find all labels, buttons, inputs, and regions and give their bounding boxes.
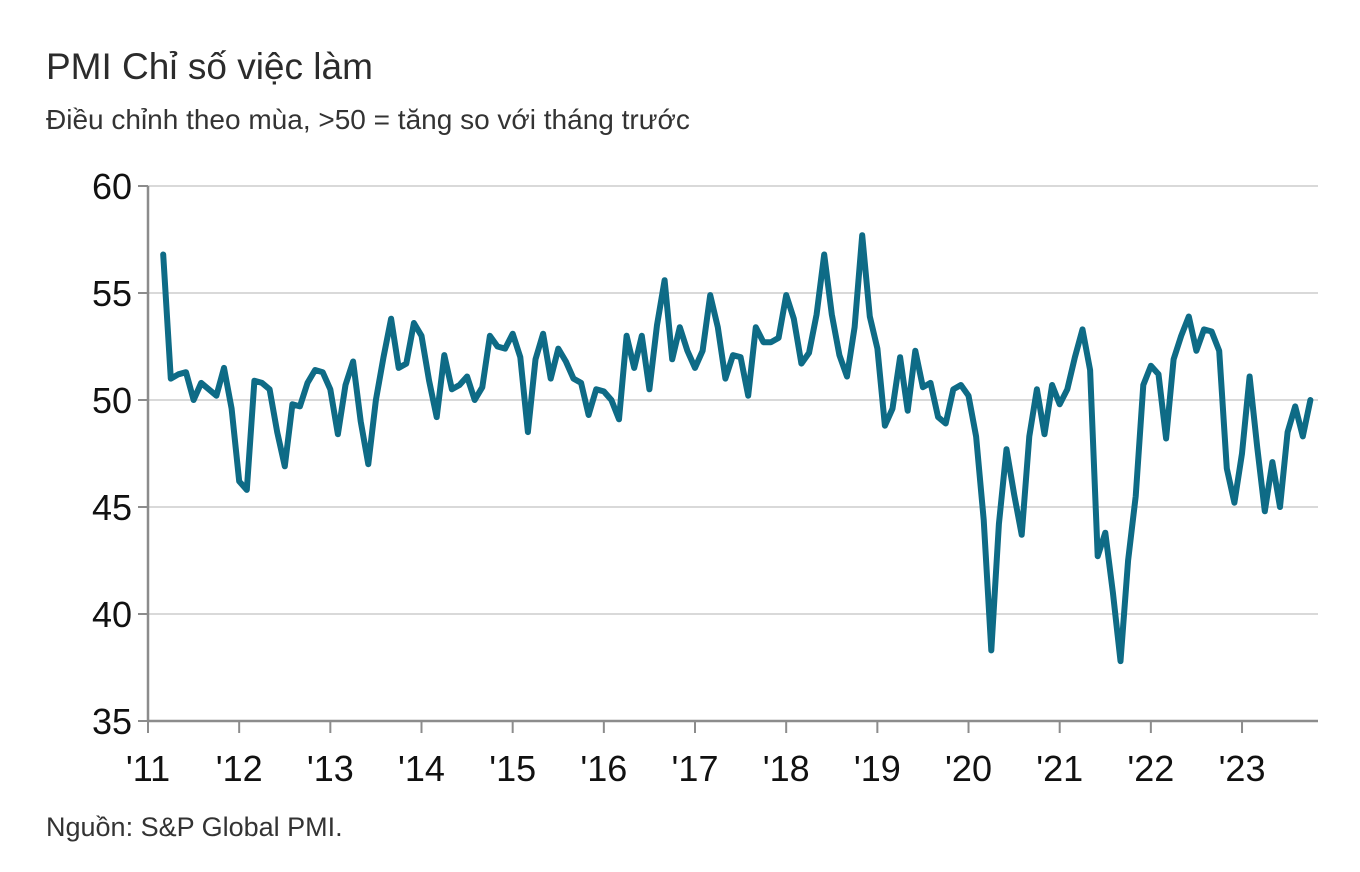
chart-title: PMI Chỉ số việc làm bbox=[46, 46, 373, 87]
x-tick-label: '22 bbox=[1127, 748, 1174, 789]
chart-source: Nguồn: S&P Global PMI. bbox=[46, 812, 343, 842]
x-tick-label: '13 bbox=[307, 748, 354, 789]
x-tick-label: '21 bbox=[1036, 748, 1083, 789]
y-tick-label: 55 bbox=[92, 273, 132, 314]
tick-labels: 35 40 45 50 55 60 '11 '12 '13 '14 '15 '16 '17 '18 '19 '… bbox=[92, 166, 1266, 789]
x-tick-label: '11 bbox=[126, 748, 170, 789]
x-tick-label: '14 bbox=[398, 748, 445, 789]
axes bbox=[138, 185, 1318, 733]
y-tick-label: 45 bbox=[92, 487, 132, 528]
series-line-1 bbox=[160, 232, 1314, 665]
x-tick-label: '18 bbox=[763, 748, 810, 789]
x-tick-label: '17 bbox=[672, 748, 719, 789]
x-tick-label: '16 bbox=[580, 748, 627, 789]
y-tick-label: 50 bbox=[92, 380, 132, 421]
y-tick-label: 40 bbox=[92, 594, 132, 635]
series bbox=[160, 232, 1314, 665]
x-tick-label: '15 bbox=[489, 748, 536, 789]
x-tick-label: '23 bbox=[1219, 748, 1266, 789]
y-tick-label: 35 bbox=[92, 701, 132, 742]
x-tick-label: '12 bbox=[216, 748, 263, 789]
chart-subtitle: Điều chỉnh theo mùa, >50 = tăng so với t… bbox=[46, 104, 690, 135]
y-tick-label: 60 bbox=[92, 166, 132, 207]
gridlines bbox=[148, 185, 1318, 615]
x-tick-label: '20 bbox=[945, 748, 992, 789]
x-tick-label: '19 bbox=[854, 748, 901, 789]
